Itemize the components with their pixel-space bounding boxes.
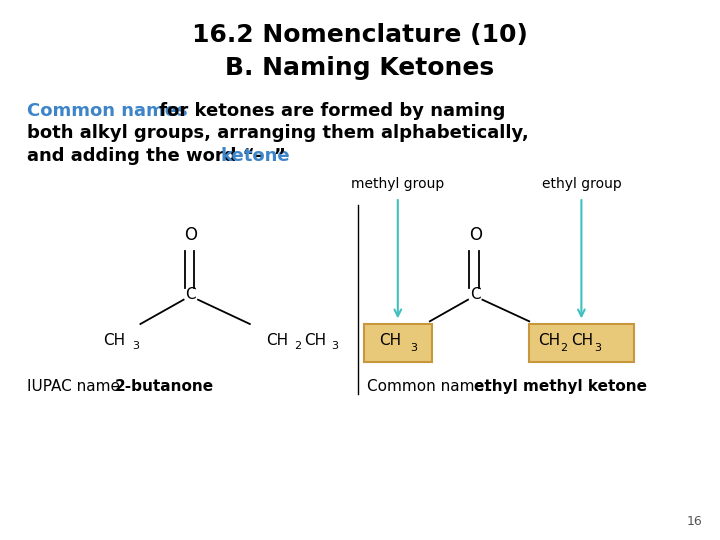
Text: 2-butanone: 2-butanone	[115, 379, 215, 394]
Text: ketone: ketone	[220, 147, 290, 165]
Text: ”: ”	[274, 147, 285, 165]
Text: 2: 2	[294, 341, 301, 351]
Text: C: C	[470, 287, 480, 302]
Text: 3: 3	[331, 341, 338, 351]
Text: CH: CH	[103, 333, 125, 348]
Text: 16.2 Nomenclature (10): 16.2 Nomenclature (10)	[192, 23, 528, 47]
Text: methyl group: methyl group	[351, 177, 444, 191]
Text: CH: CH	[379, 333, 402, 348]
Text: both alkyl groups, arranging them alphabetically,: both alkyl groups, arranging them alphab…	[27, 124, 529, 143]
Text: 2: 2	[560, 343, 567, 353]
FancyBboxPatch shape	[364, 324, 432, 362]
Text: CH: CH	[538, 333, 560, 348]
Text: 3: 3	[594, 343, 601, 353]
Text: Common names: Common names	[27, 102, 188, 120]
Text: ethyl group: ethyl group	[541, 177, 621, 191]
Text: Common name:: Common name:	[367, 379, 494, 394]
Text: CH: CH	[571, 333, 593, 348]
Text: 3: 3	[132, 341, 139, 350]
Text: O: O	[184, 226, 197, 244]
Text: 16: 16	[686, 515, 702, 528]
FancyBboxPatch shape	[529, 324, 634, 362]
Text: for ketones are formed by naming: for ketones are formed by naming	[153, 102, 505, 120]
Text: IUPAC name:: IUPAC name:	[27, 379, 130, 394]
Text: 3: 3	[410, 343, 417, 353]
Text: B. Naming Ketones: B. Naming Ketones	[225, 56, 495, 79]
Text: C: C	[186, 287, 196, 302]
Text: ethyl methyl ketone: ethyl methyl ketone	[474, 379, 647, 394]
Text: CH: CH	[266, 333, 289, 348]
Text: and adding the word “-: and adding the word “-	[27, 147, 263, 165]
Text: CH: CH	[304, 333, 326, 348]
Text: O: O	[469, 226, 482, 244]
